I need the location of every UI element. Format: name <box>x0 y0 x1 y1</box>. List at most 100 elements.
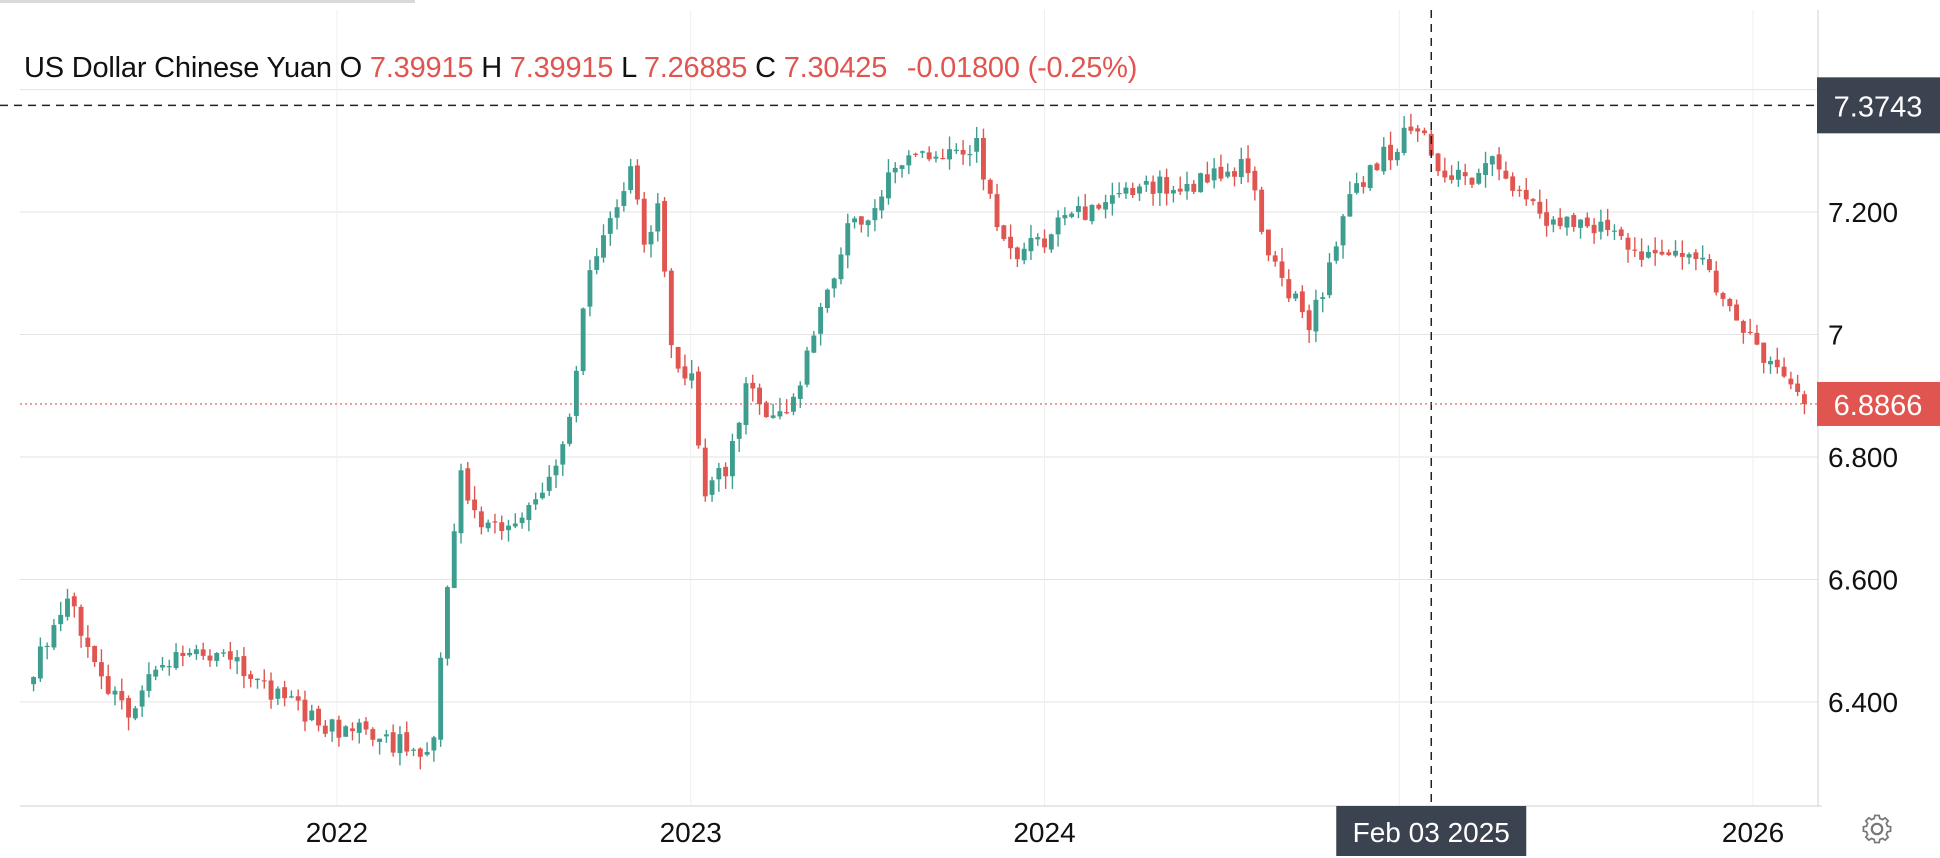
candle-body <box>478 511 484 528</box>
candle-body <box>1564 216 1570 228</box>
candle <box>919 150 925 158</box>
candle-body <box>1652 249 1658 254</box>
candle <box>451 523 457 589</box>
candle <box>601 224 606 263</box>
candles <box>31 113 1807 770</box>
candle <box>1768 356 1773 374</box>
candle-body <box>1055 217 1061 235</box>
candle-body <box>1673 250 1678 256</box>
candle <box>1306 304 1312 343</box>
candle <box>438 652 444 747</box>
candle-body <box>336 719 342 738</box>
candle-body <box>431 737 437 751</box>
candle-body <box>648 231 654 245</box>
legend-low-label: L <box>621 52 636 84</box>
candle-body <box>499 522 505 532</box>
settings-button[interactable] <box>1860 812 1894 846</box>
candle-body <box>255 678 260 681</box>
candle <box>960 140 966 165</box>
candle <box>838 247 844 285</box>
candle-body <box>268 680 274 700</box>
candle <box>350 722 355 741</box>
candle <box>899 164 905 178</box>
candle <box>1374 162 1380 171</box>
candle-body <box>451 531 457 588</box>
candle <box>1408 113 1414 135</box>
candle <box>1618 226 1624 240</box>
candle <box>1801 390 1807 415</box>
candle-body <box>763 402 769 418</box>
candle <box>445 585 450 666</box>
candle-body <box>919 151 925 153</box>
candle-body <box>1293 293 1299 299</box>
candle-body <box>92 645 98 663</box>
x-tick-label: 2026 <box>1722 817 1784 848</box>
candle <box>1612 224 1617 240</box>
candle <box>852 216 857 229</box>
candle <box>78 604 84 648</box>
candle-body <box>1137 186 1142 194</box>
candle-body <box>723 466 729 477</box>
candle <box>1503 161 1509 180</box>
candle-body <box>1191 183 1197 192</box>
candle <box>160 656 165 671</box>
candle <box>424 742 430 757</box>
candle <box>1320 292 1326 313</box>
candle-body <box>1645 252 1651 258</box>
candle-body <box>322 725 328 734</box>
candle-body <box>940 157 946 160</box>
candle-body <box>994 194 1000 228</box>
candle <box>1550 216 1556 233</box>
candle-body <box>560 444 566 465</box>
candle <box>533 492 539 511</box>
candle <box>1327 253 1332 299</box>
candle-body <box>824 289 830 309</box>
candle-body <box>1578 219 1583 228</box>
legend-close-value: 7.30425 <box>783 52 888 84</box>
candle <box>696 366 701 449</box>
candle <box>791 393 796 416</box>
candle <box>1645 245 1651 259</box>
candle <box>268 672 274 709</box>
candle <box>499 515 505 540</box>
legend-open-label: O <box>339 52 363 84</box>
candle-body <box>51 625 57 648</box>
candle <box>933 151 939 163</box>
candle-body <box>736 422 742 439</box>
candle-body <box>811 335 817 353</box>
candle-body <box>1422 130 1427 134</box>
candle <box>316 705 321 732</box>
candle-body <box>132 708 138 719</box>
candle <box>85 625 91 658</box>
candle-body <box>1768 360 1773 365</box>
x-tick-label: 2024 <box>1013 817 1075 848</box>
candle <box>506 519 511 542</box>
candle-body <box>187 652 193 656</box>
candle <box>662 197 668 278</box>
candle-body <box>567 416 573 444</box>
legend-high-value: 7.39915 <box>509 52 614 84</box>
candle-body <box>31 677 37 685</box>
candle-body <box>397 734 403 754</box>
candle <box>858 216 864 233</box>
candle-body <box>1218 166 1224 179</box>
candle <box>431 735 437 762</box>
candle <box>1177 176 1183 195</box>
candle <box>1109 182 1115 216</box>
candle-body <box>1069 213 1075 217</box>
candle-body <box>879 196 885 211</box>
candle <box>1116 182 1122 198</box>
candle-body <box>1096 204 1102 209</box>
candle <box>1259 186 1265 235</box>
candle <box>1238 147 1244 185</box>
candle <box>994 183 1000 232</box>
candle-body <box>845 223 851 256</box>
candle <box>967 145 973 167</box>
candle-body <box>458 470 464 534</box>
price-labels: 7.3743 6.8866 Feb 03 2025 <box>1336 77 1940 856</box>
candle-body <box>628 166 634 191</box>
candle-body <box>797 385 803 399</box>
candle-body <box>485 522 491 529</box>
candle <box>1143 175 1149 193</box>
